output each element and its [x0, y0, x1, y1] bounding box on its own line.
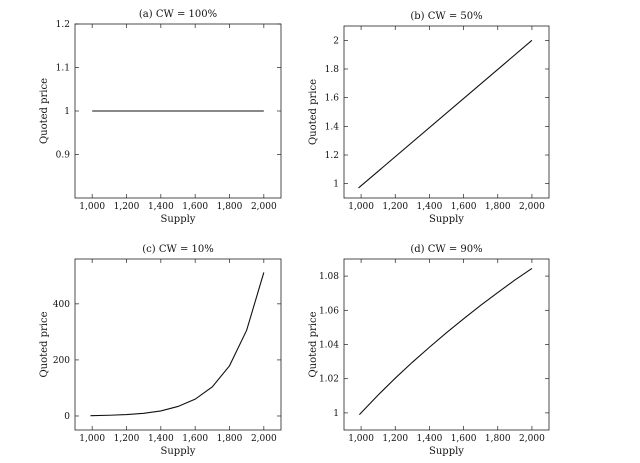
- x-tick-label: 1,000: [348, 434, 374, 444]
- x-tick-label: 2,000: [519, 202, 545, 212]
- x-tick-label: 2,000: [519, 434, 545, 444]
- y-tick-label: 1.4: [325, 122, 340, 132]
- x-tick-label: 1,800: [485, 434, 511, 444]
- chart-panel-b: (b) CW = 50% 1,000 1,200 1,400 1,600 1,800 2,0…: [308, 11, 550, 225]
- chart-panel-a: (a) CW = 100% 1,000 1,200 1,400 1,600 1,800 2,…: [39, 9, 282, 225]
- x-tick-label: 1,800: [217, 202, 243, 212]
- panel-title-a: (a) CW = 100%: [139, 9, 217, 20]
- x-tick-label: 1,200: [114, 434, 140, 444]
- x-tick-label: 1,400: [417, 202, 443, 212]
- y-tick-label: 1: [64, 107, 70, 117]
- x-tick-label: 1,200: [114, 202, 140, 212]
- x-axis-label-d: Supply: [429, 446, 464, 457]
- x-tick-label: 1,800: [485, 202, 511, 212]
- panel-title-c: (c) CW = 10%: [142, 244, 213, 255]
- y-tick-label: 1.6: [325, 94, 340, 104]
- y-tick-label: 1: [333, 180, 339, 190]
- y-axis-label-a: Quoted price: [39, 78, 50, 144]
- series-line-c: [90, 272, 265, 417]
- y-tick-label: 1.1: [56, 64, 70, 74]
- x-tick-label: 1,000: [79, 202, 105, 212]
- x-tick-label: 1,600: [451, 434, 477, 444]
- y-tick-label: 1: [333, 409, 339, 419]
- x-tick-label: 1,000: [348, 202, 374, 212]
- x-tick-label: 1,600: [182, 202, 208, 212]
- y-tick-label: 0.9: [56, 151, 71, 161]
- y-axis-label-c: Quoted price: [39, 311, 50, 377]
- y-tick-label: 1.06: [319, 306, 339, 316]
- plot-frame-b: [343, 25, 550, 199]
- chart-panel-d: (d) CW = 90% 1,000 1,200 1,400 1,600 1,800 2,0…: [308, 244, 550, 457]
- series-line-d: [358, 267, 533, 415]
- x-axis-label-a: Supply: [161, 214, 196, 225]
- x-tick-label: 2,000: [251, 434, 277, 444]
- x-tick-label: 1,400: [148, 434, 174, 444]
- x-tick-label: 1,400: [148, 202, 174, 212]
- x-tick-label: 1,200: [382, 434, 408, 444]
- x-tick-label: 1,600: [451, 202, 477, 212]
- y-tick-label: 2: [333, 36, 339, 46]
- x-tick-label: 1,200: [382, 202, 408, 212]
- y-axis-label-d: Quoted price: [308, 311, 319, 377]
- x-tick-label: 1,000: [79, 434, 105, 444]
- panel-title-b: (b) CW = 50%: [410, 11, 482, 22]
- y-tick-label: 1.04: [319, 341, 339, 351]
- y-tick-label: 400: [53, 300, 70, 310]
- x-axis-label-b: Supply: [429, 214, 464, 225]
- y-tick-label: 1.08: [319, 272, 339, 282]
- chart-panel-c: (c) CW = 10% 1,000 1,200 1,400 1,600 1,800 2,0…: [39, 244, 282, 457]
- plot-frame-c: [74, 258, 282, 431]
- x-tick-label: 1,800: [217, 434, 243, 444]
- y-tick-label: 1.02: [319, 375, 339, 385]
- y-tick-label: 1.2: [56, 20, 70, 30]
- x-tick-label: 1,400: [417, 434, 443, 444]
- x-tick-label: 1,600: [182, 434, 208, 444]
- y-tick-label: 1.8: [325, 65, 340, 75]
- y-tick-label: 0: [64, 412, 70, 422]
- x-axis-label-c: Supply: [161, 446, 196, 457]
- y-tick-label: 1.2: [325, 151, 339, 161]
- y-tick-label: 200: [53, 356, 70, 366]
- x-tick-label: 2,000: [251, 202, 277, 212]
- plot-frame-d: [343, 258, 550, 431]
- y-axis-label-b: Quoted price: [308, 79, 319, 145]
- series-line-b: [358, 39, 533, 189]
- panel-title-d: (d) CW = 90%: [410, 244, 482, 255]
